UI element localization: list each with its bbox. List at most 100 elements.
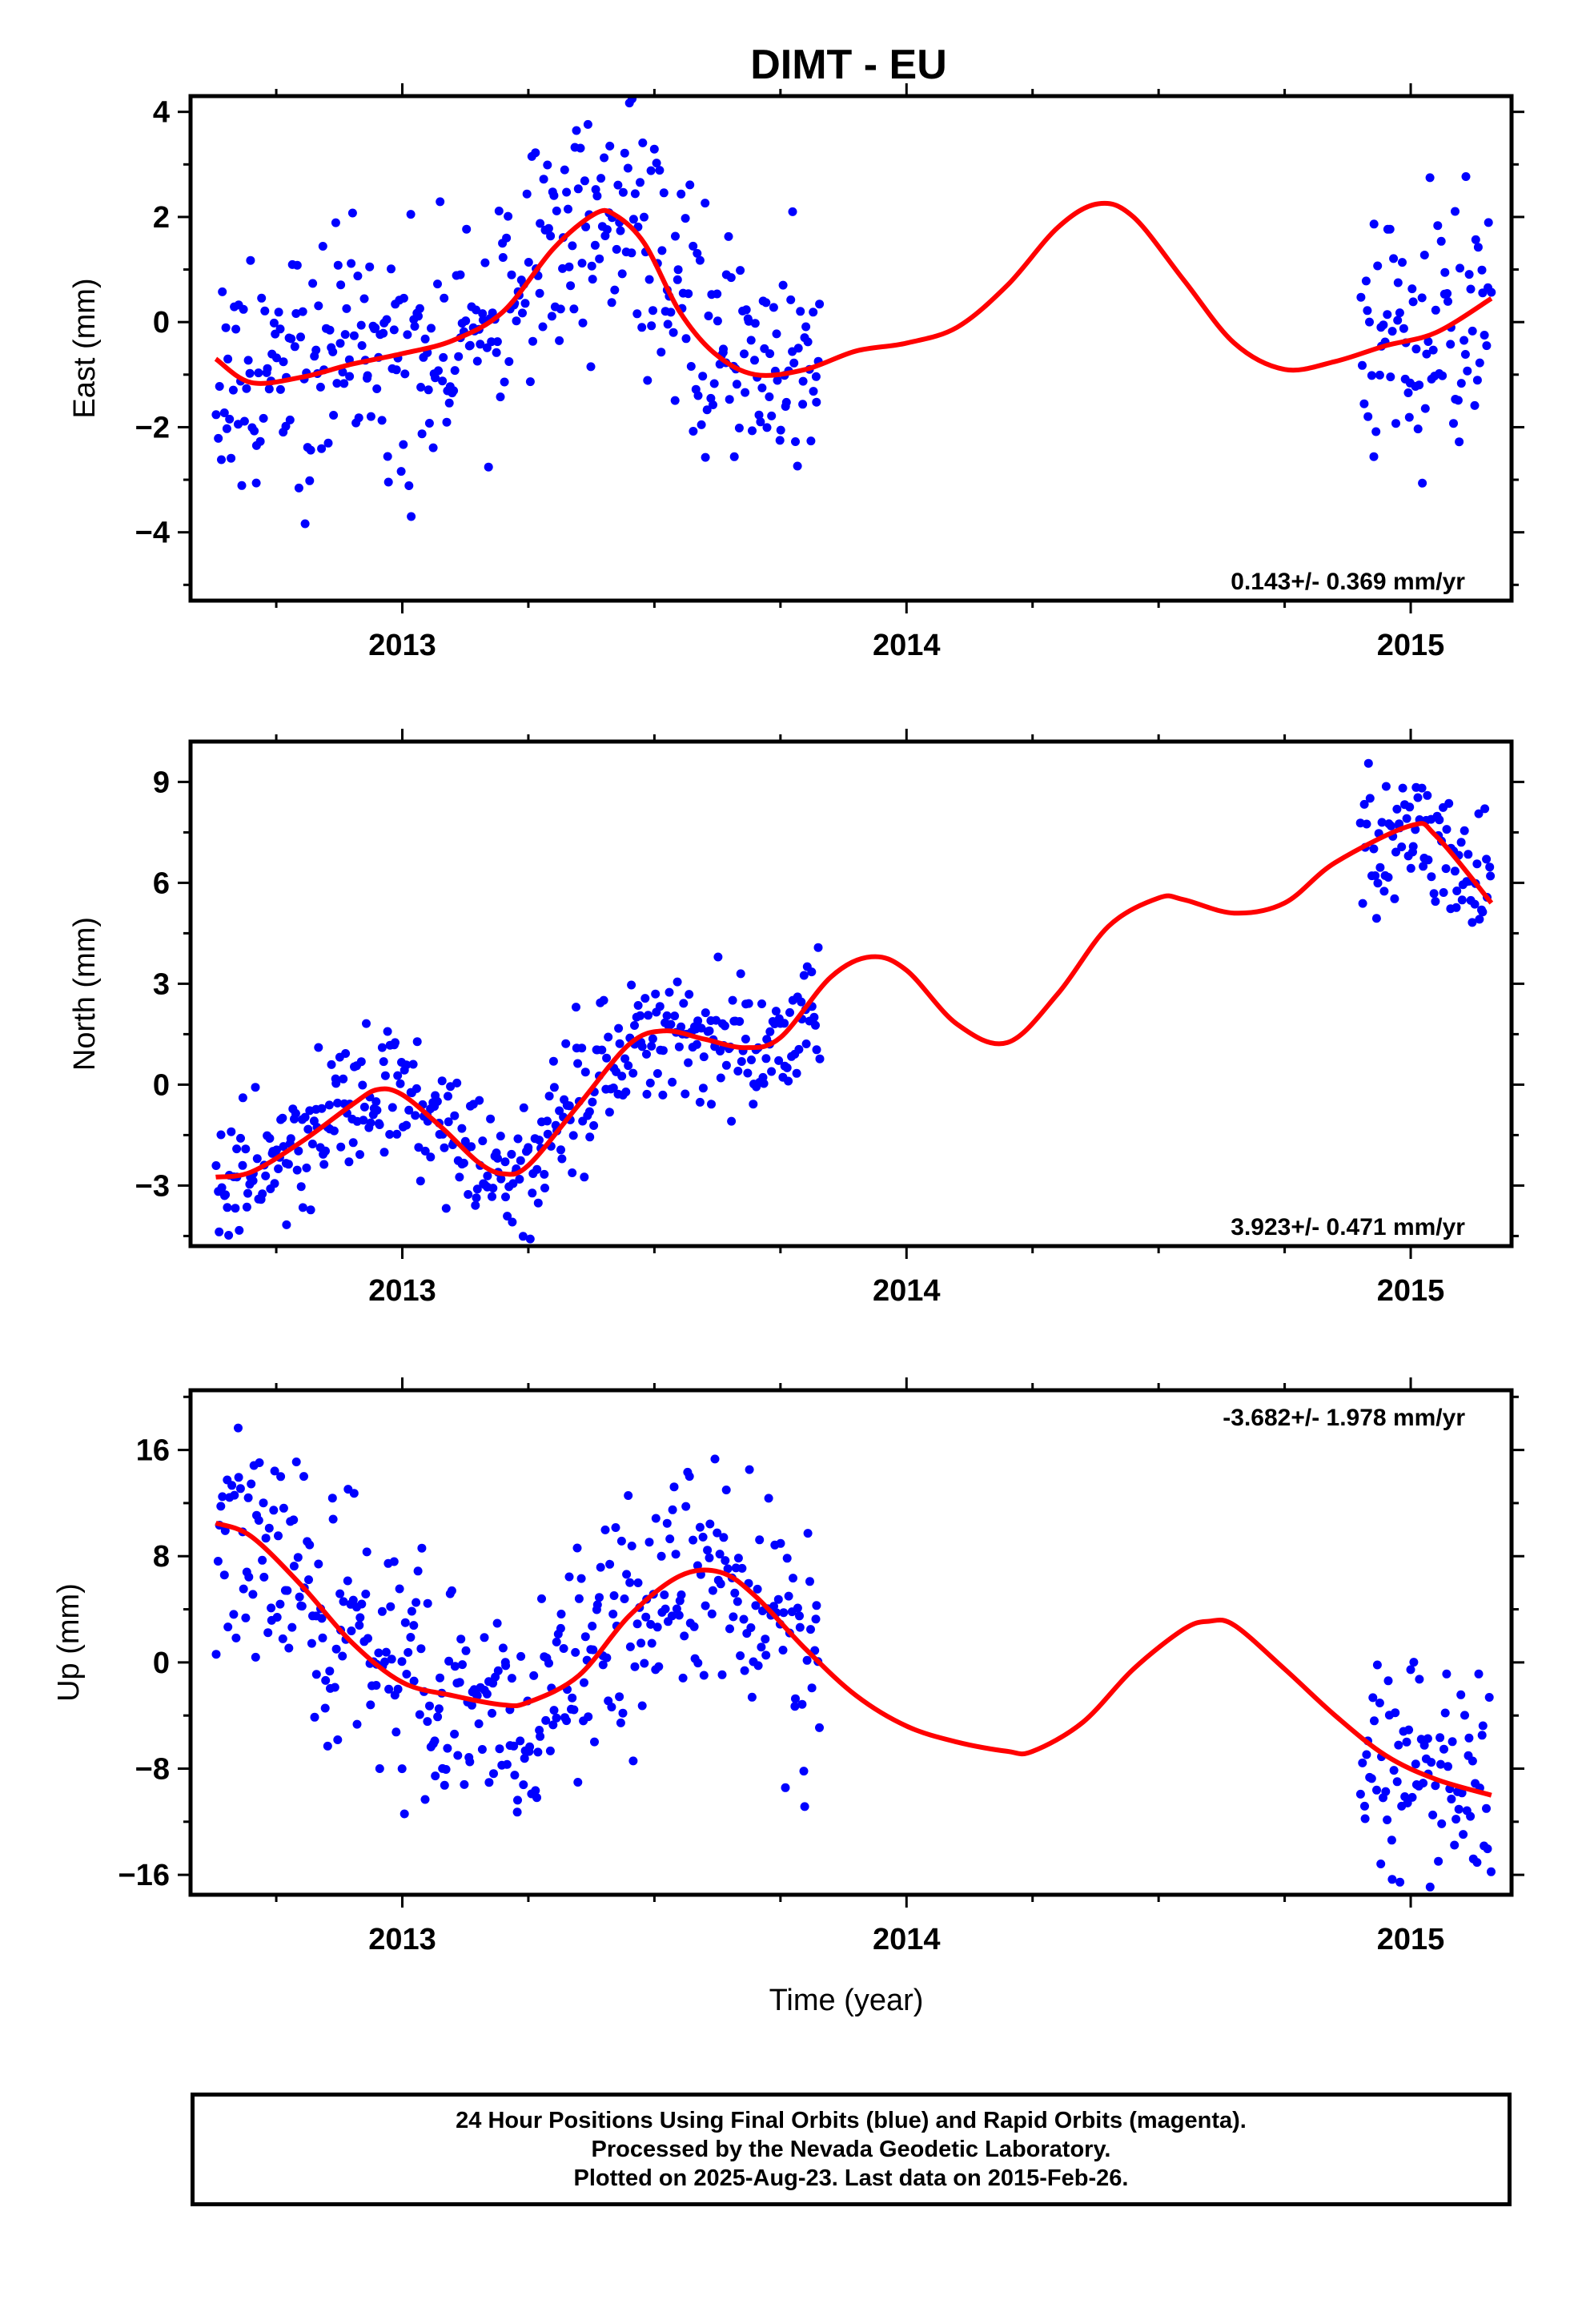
data-point [349,331,359,340]
data-point [555,336,564,345]
data-point [1431,897,1440,907]
data-point [472,1193,481,1203]
data-point [371,1097,381,1107]
x-tick-label: 2015 [1377,629,1445,662]
data-point [474,1719,484,1728]
data-point [710,1454,720,1464]
data-point [733,1597,742,1606]
data-point [402,1120,412,1130]
y-tick-label: −16 [118,1859,170,1892]
data-point [793,1603,802,1613]
data-point [255,436,265,446]
data-point [1387,1875,1397,1884]
data-point [636,1011,645,1020]
data-point [560,165,569,175]
data-point [254,368,263,378]
data-point [1358,1758,1367,1767]
data-point [633,1578,643,1587]
data-point [599,995,608,1005]
data-point [399,293,408,303]
data-point [414,312,423,321]
data-point [741,388,750,397]
data-point [362,1547,371,1557]
data-point [589,1121,599,1130]
data-point [533,1198,543,1208]
data-point [1393,278,1403,287]
data-point [809,387,818,396]
data-point [222,424,231,433]
data-point [251,1083,260,1092]
data-point [668,1077,677,1087]
data-point [614,1023,624,1033]
data-point [231,1633,241,1642]
data-point [1435,1733,1445,1743]
data-point [302,1163,311,1172]
data-point [813,943,823,952]
data-point [794,1044,804,1054]
data-point [1398,783,1407,793]
data-point [291,309,301,318]
data-point [689,427,698,436]
data-point [433,1712,443,1722]
data-point [663,320,673,329]
data-point [1425,173,1435,183]
figure: DIMT - EU Time (year) 2013 2014 2015 4 2 0 −2 −… [52,42,1524,2017]
data-point [365,262,375,271]
data-point [1389,254,1399,263]
data-point [328,347,338,356]
data-point [217,455,226,464]
data-point [307,1638,316,1648]
data-point [645,1078,655,1088]
data-point [1371,427,1381,436]
data-point [1409,1658,1419,1667]
data-point [323,438,333,448]
data-point [709,379,719,388]
data-point [325,1667,335,1676]
data-point [1371,871,1380,880]
data-point [698,372,708,381]
data-point [733,1554,743,1563]
data-point [544,223,553,233]
data-point [780,1019,789,1028]
data-point [412,1598,421,1607]
data-point [588,1622,597,1630]
data-point [446,1082,456,1092]
data-point [236,1133,245,1143]
data-point [424,419,434,428]
data-point [406,210,416,219]
data-point [339,1074,348,1084]
data-point [484,1778,494,1787]
data-point [214,433,223,443]
data-point [501,1192,510,1202]
data-point [555,1106,564,1116]
data-point [347,208,357,218]
data-point [296,332,305,342]
data-point [327,1494,337,1503]
data-point [486,1114,496,1124]
x-tick-label: 2013 [368,629,436,662]
data-point [1423,855,1433,865]
panel-north: 2013 2014 2015 9 6 3 0 −3 North (mm) 3.923+/- 0.4… [68,729,1524,1308]
data-point [509,1741,519,1751]
data-point [749,1100,758,1109]
data-point [362,1019,371,1028]
data-point [1369,452,1379,461]
data-point [573,1778,583,1787]
data-point [477,1745,487,1754]
data-point [701,452,710,462]
data-point [537,1594,546,1603]
data-point [488,1192,496,1201]
data-point [716,1579,725,1589]
data-point [330,1683,339,1692]
x-axis-title: Time (year) [769,1984,924,2017]
data-point [535,288,544,298]
data-point [243,1188,252,1198]
data-point [642,1089,652,1099]
data-point [507,1149,516,1159]
data-point [440,1780,449,1790]
data-point [227,1127,236,1136]
data-point [811,1614,821,1624]
data-point [436,197,445,207]
data-point [705,1519,715,1529]
data-point [291,1458,301,1466]
